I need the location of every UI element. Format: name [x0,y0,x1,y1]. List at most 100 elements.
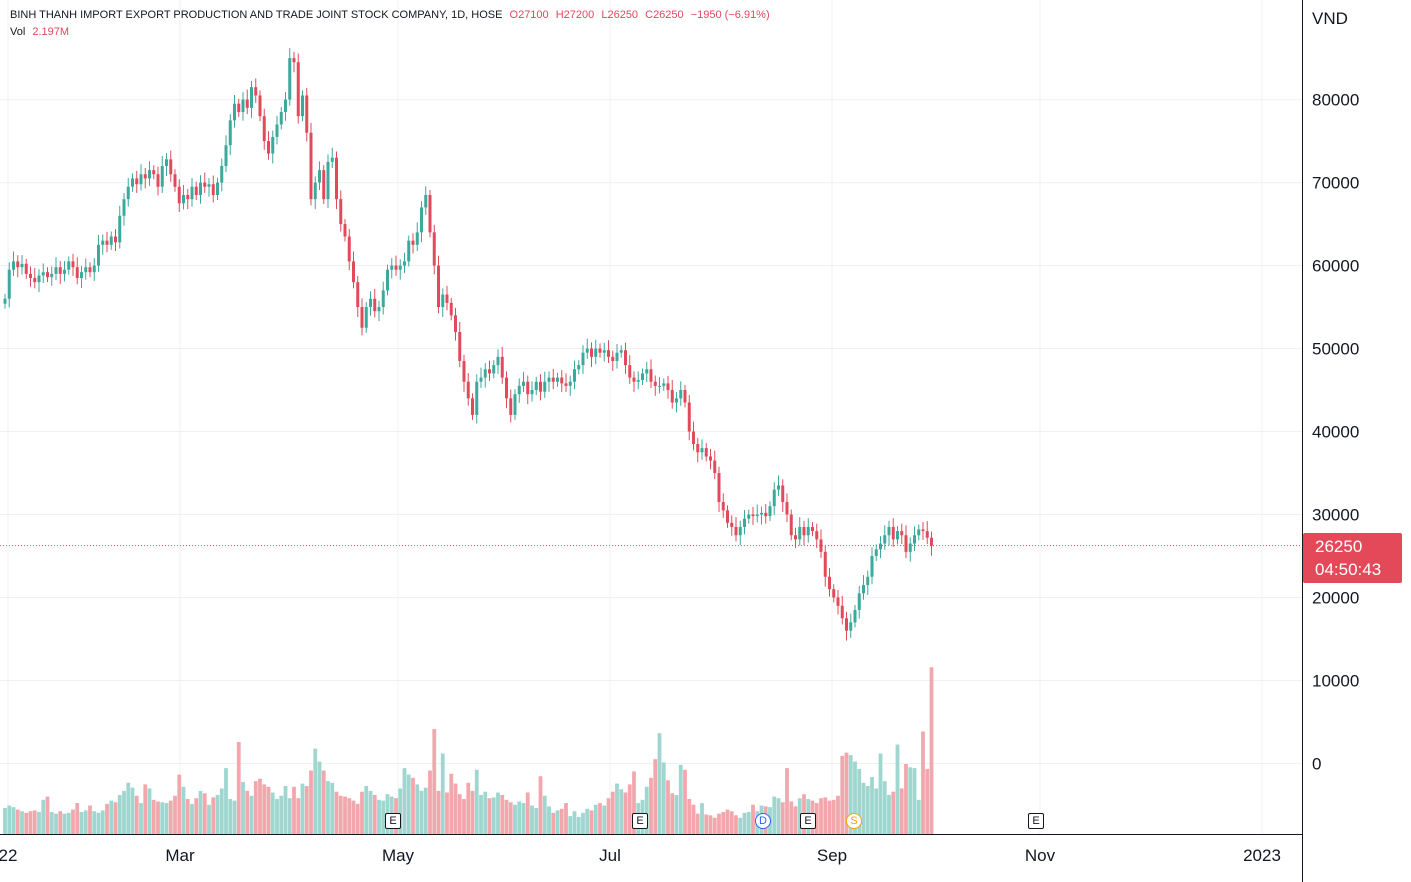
y-tick-label: 0 [1312,754,1321,773]
candle-body [381,290,385,308]
event-marker-s[interactable]: S [846,813,862,829]
candle-body [777,485,780,490]
volume-bar [241,781,245,834]
volume-bar [440,753,445,834]
volume-bar [275,799,279,834]
volume-bar [678,764,683,834]
candle-body [143,174,147,179]
candle-body [879,543,882,550]
volume-bar [551,812,556,834]
axes [0,0,1303,882]
y-tick-label: 50000 [1312,340,1359,359]
volume-bar [411,777,415,834]
candle-body [925,531,929,538]
candle-body [305,95,309,133]
candle-body [845,618,848,631]
volume-bar [547,806,551,834]
event-marker-e[interactable]: E [385,813,401,829]
candle-body [488,369,491,374]
candle-body [692,431,695,444]
candle-body [454,315,457,332]
candle-body [50,273,54,278]
candle-body [755,514,759,517]
candle-body [492,365,496,374]
y-tick-label: 10000 [1312,671,1359,690]
candle-body [738,526,742,536]
candle-body [428,195,432,233]
volume-bar [576,816,581,834]
volume-bar [649,777,653,834]
candle-body [101,240,105,245]
candle-body [564,383,568,386]
event-marker-d[interactable]: D [755,813,771,829]
volume-bar [194,798,199,834]
volume-bar [517,801,522,834]
x-tick-label: 2023 [1243,846,1281,865]
legend-close: C26250 [645,9,684,21]
volume-bar [882,781,887,834]
candle-body [513,394,517,415]
candle-body [122,199,126,216]
event-marker-e[interactable]: E [800,813,816,829]
candle-body [54,267,58,274]
volume-bar [525,792,530,834]
candle-body [896,531,899,540]
volume-bar [164,803,169,834]
volume-bar [853,761,857,834]
volume-bar [402,768,407,834]
candle-body [743,518,746,527]
candle-body [199,182,202,196]
volume-bar [687,799,692,834]
candle-body [63,269,66,274]
candle-body [80,272,83,278]
volume-bar [581,812,585,834]
volume-bar [343,796,347,834]
volume-bar [338,795,343,834]
volume-bar [738,817,743,834]
volume-bar [908,767,913,834]
volume-bar [746,812,751,834]
volume-bar [819,798,823,834]
volume-bar [249,795,254,834]
volume-bar [287,798,292,834]
candle-body [726,510,729,523]
candle-body [173,174,177,187]
candle-body [700,448,704,453]
volume-bar [15,809,20,834]
volume-bar [916,799,921,834]
volume-bar [513,804,517,834]
volume-bar [415,784,420,834]
candle-body [114,236,117,243]
volume-bar [593,804,598,834]
candle-body [679,390,683,399]
legend-symbol: BINH THANH IMPORT EXPORT PRODUCTION AND … [10,9,503,21]
volume-bar [797,798,802,834]
volume-bar [848,755,853,834]
volume-bar [487,798,492,834]
volume-bar [742,812,747,834]
candle-body [696,443,700,453]
candle-body [135,178,139,185]
event-marker-e[interactable]: E [632,813,648,829]
candle-body [675,398,678,403]
volume-bar [75,803,80,834]
volume-bar [657,733,662,834]
volume-bar [725,809,730,834]
candle-body [704,448,708,457]
candle-body [254,87,258,96]
candle-body [636,380,640,382]
candle-body [747,514,751,519]
candle-body [509,398,513,415]
volume-bar [3,807,7,834]
candle-body [802,526,806,536]
candle-body [88,267,92,273]
volume-bar [559,808,564,834]
candle-body [220,165,224,183]
event-marker-e[interactable]: E [1028,813,1044,829]
candle-body [33,278,37,283]
volume-bar [113,802,118,834]
candle-body [343,224,347,237]
candle-body [891,526,895,540]
volume-bar [772,796,777,834]
candle-body [322,170,326,200]
